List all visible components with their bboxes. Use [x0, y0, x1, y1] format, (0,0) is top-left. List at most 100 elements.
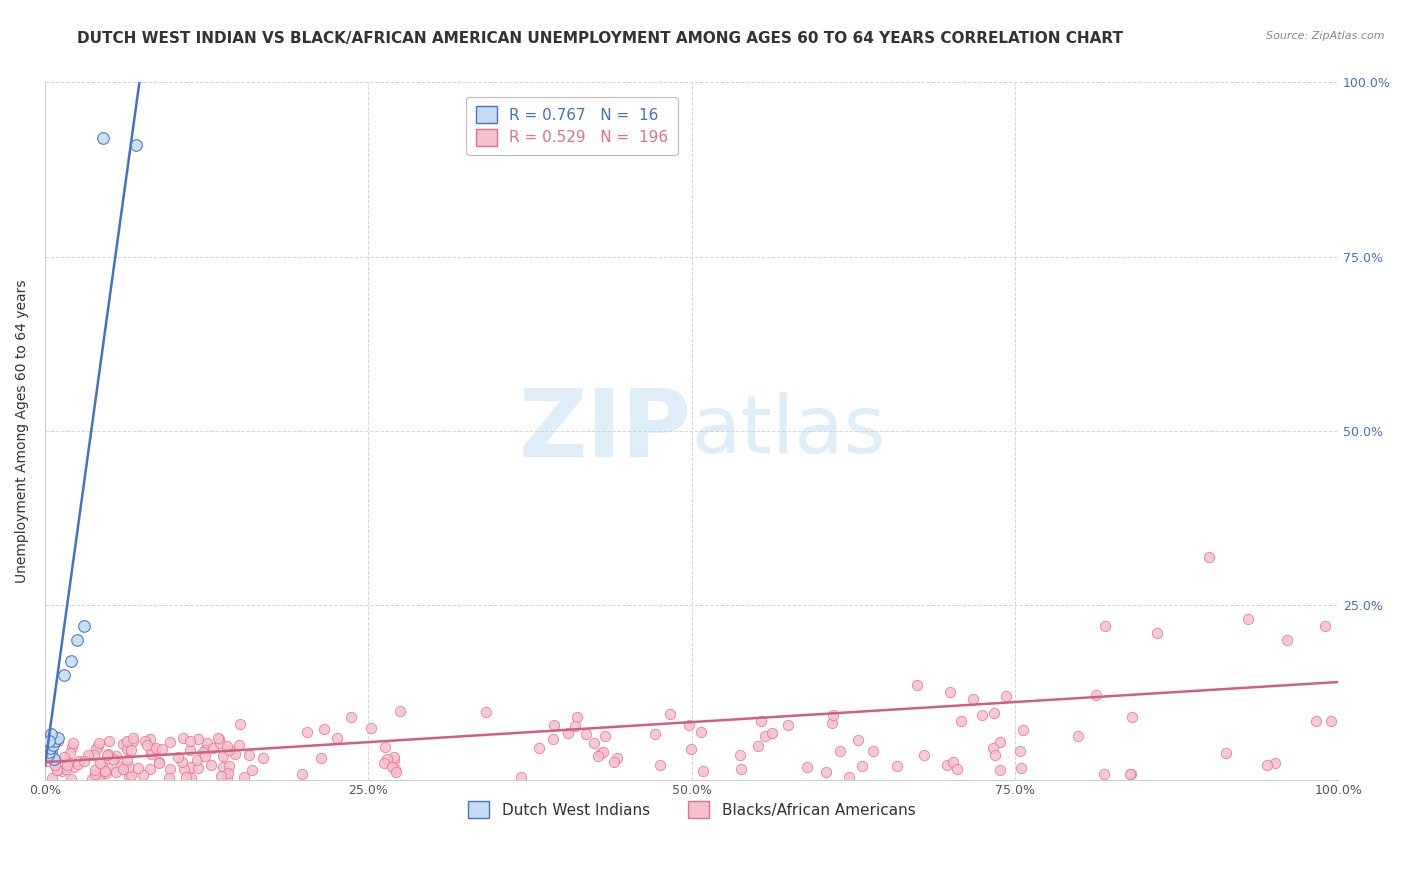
- Point: [385, 764, 408, 779]
- Point: [193, 745, 215, 759]
- Point: [37, 754, 59, 768]
- Point: [382, 753, 405, 767]
- Point: [134, 734, 156, 748]
- Point: [326, 731, 349, 745]
- Point: [314, 723, 336, 737]
- Point: [543, 718, 565, 732]
- Point: [381, 760, 404, 774]
- Point: [382, 749, 405, 764]
- Point: [796, 760, 818, 774]
- Point: [240, 763, 263, 777]
- Point: [187, 760, 209, 774]
- Point: [233, 770, 256, 784]
- Point: [38, 745, 60, 759]
- Point: [53, 668, 76, 682]
- Point: [814, 765, 837, 780]
- Point: [73, 754, 96, 768]
- Point: [730, 762, 752, 776]
- Point: [912, 748, 935, 763]
- Point: [180, 772, 202, 786]
- Point: [564, 719, 586, 733]
- Point: [44, 734, 66, 748]
- Point: [936, 758, 959, 772]
- Point: [96, 747, 118, 762]
- Point: [375, 752, 398, 766]
- Point: [73, 619, 96, 633]
- Text: atlas: atlas: [692, 392, 886, 470]
- Point: [166, 749, 188, 764]
- Point: [139, 747, 162, 761]
- Point: [89, 770, 111, 784]
- Point: [118, 769, 141, 783]
- Point: [658, 707, 681, 722]
- Point: [1092, 767, 1115, 781]
- Point: [124, 138, 146, 153]
- Point: [60, 772, 83, 786]
- Point: [529, 740, 551, 755]
- Point: [115, 753, 138, 767]
- Point: [90, 757, 112, 772]
- Point: [44, 756, 66, 771]
- Point: [66, 756, 89, 771]
- Point: [179, 734, 201, 748]
- Point: [218, 743, 240, 757]
- Point: [984, 747, 1007, 762]
- Point: [195, 736, 218, 750]
- Point: [962, 692, 984, 706]
- Text: Source: ZipAtlas.com: Source: ZipAtlas.com: [1267, 31, 1385, 41]
- Point: [823, 708, 845, 723]
- Point: [1008, 744, 1031, 758]
- Point: [51, 764, 73, 778]
- Point: [139, 731, 162, 746]
- Point: [179, 743, 201, 757]
- Point: [132, 768, 155, 782]
- Point: [1067, 729, 1090, 743]
- Point: [1146, 626, 1168, 640]
- Point: [170, 755, 193, 769]
- Point: [541, 732, 564, 747]
- Point: [218, 759, 240, 773]
- Point: [217, 766, 239, 780]
- Point: [586, 748, 609, 763]
- Point: [212, 759, 235, 773]
- Point: [1011, 723, 1033, 737]
- Point: [120, 742, 142, 756]
- Point: [215, 739, 238, 753]
- Point: [38, 734, 60, 748]
- Point: [728, 747, 751, 762]
- Point: [39, 741, 62, 756]
- Point: [118, 760, 141, 774]
- Point: [388, 704, 411, 718]
- Point: [159, 735, 181, 749]
- Point: [1094, 619, 1116, 633]
- Point: [949, 714, 972, 728]
- Point: [1084, 688, 1107, 702]
- Point: [87, 736, 110, 750]
- Point: [340, 710, 363, 724]
- Point: [53, 750, 76, 764]
- Point: [66, 633, 89, 648]
- Point: [148, 756, 170, 771]
- Point: [63, 760, 86, 774]
- Point: [602, 755, 624, 769]
- Point: [229, 716, 252, 731]
- Point: [1256, 757, 1278, 772]
- Point: [972, 707, 994, 722]
- Point: [45, 763, 67, 777]
- Point: [59, 654, 82, 668]
- Point: [172, 731, 194, 745]
- Point: [176, 770, 198, 784]
- Point: [120, 768, 142, 782]
- Point: [1236, 612, 1258, 626]
- Point: [103, 752, 125, 766]
- Point: [89, 756, 111, 770]
- Point: [46, 731, 69, 745]
- Point: [105, 765, 128, 780]
- Point: [186, 732, 208, 747]
- Point: [217, 771, 239, 785]
- Point: [360, 721, 382, 735]
- Point: [84, 763, 107, 777]
- Point: [1119, 767, 1142, 781]
- Point: [127, 761, 149, 775]
- Point: [55, 758, 77, 772]
